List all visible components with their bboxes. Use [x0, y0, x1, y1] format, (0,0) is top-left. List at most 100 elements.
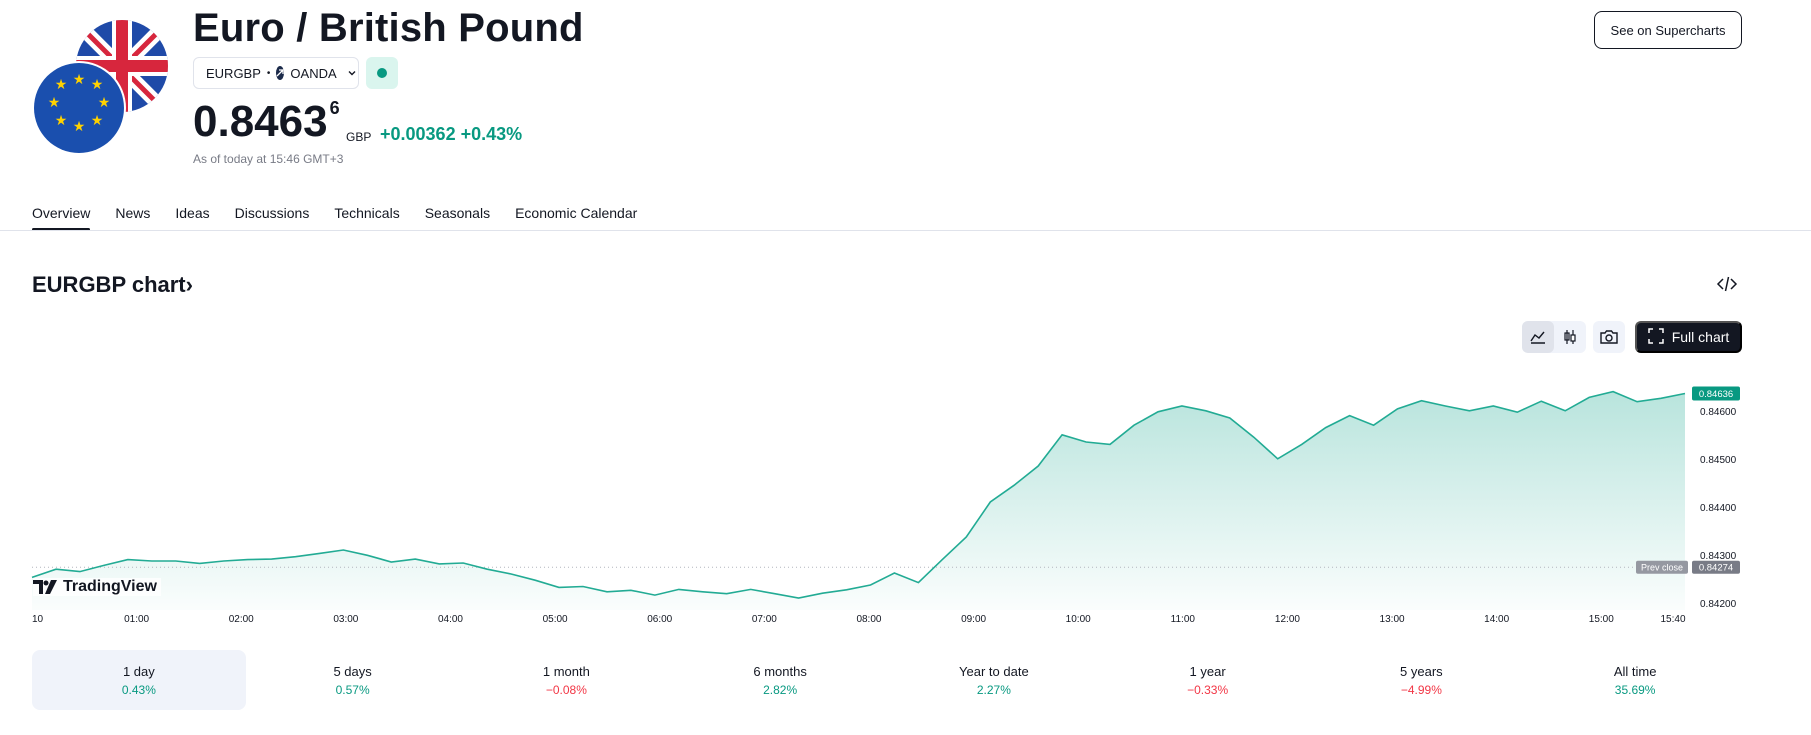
period-change: 0.43%: [121, 682, 156, 697]
price-change: +0.00362 +0.43%: [380, 124, 523, 144]
period-label: 5 years: [1400, 663, 1443, 679]
x-axis-tick-label: 02:00: [229, 614, 254, 625]
x-axis-tick-label: 09:00: [961, 614, 986, 625]
full-chart-button[interactable]: Full chart: [1635, 321, 1742, 353]
period-change: 2.82%: [763, 682, 798, 697]
tradingview-logo: TradingView: [33, 578, 161, 596]
svg-text:★: ★: [91, 77, 104, 93]
svg-text:★: ★: [48, 95, 61, 111]
x-axis-tick-label: 12:00: [1275, 614, 1300, 625]
period-year-to-date[interactable]: Year to date 2.27%: [887, 650, 1101, 710]
period-label: Year to date: [959, 663, 1029, 679]
x-axis-tick-label: 01:00: [124, 614, 149, 625]
x-axis-tick-label: 08:00: [856, 614, 881, 625]
chart-section-title[interactable]: EURGBP chart›: [32, 272, 193, 298]
period-6-months[interactable]: 6 months 2.82%: [673, 650, 887, 710]
svg-text:★: ★: [55, 77, 68, 93]
period-label: 5 days: [333, 663, 372, 679]
price-currency: GBP: [346, 130, 372, 144]
candles-icon[interactable]: [1554, 321, 1586, 353]
y-axis-tick-label: 0.84600: [1700, 407, 1737, 418]
full-chart-label: Full chart: [1671, 329, 1730, 345]
period-label: 6 months: [753, 663, 807, 679]
x-axis-tick-label: 10: [32, 614, 44, 625]
tabs-divider: [0, 230, 1811, 231]
period-label: 1 year: [1189, 663, 1226, 679]
x-axis-tick-label: 03:00: [333, 614, 358, 625]
chevron-down-icon: [347, 66, 357, 81]
svg-text:★: ★: [98, 95, 111, 111]
code-embed-icon[interactable]: [1715, 272, 1739, 296]
y-axis-tick-label: 0.84500: [1700, 455, 1737, 466]
x-axis-tick-label: 15:40: [1660, 614, 1685, 625]
tab-technicals[interactable]: Technicals: [334, 205, 400, 221]
price-chart[interactable]: 0.84600 0.84500 0.84400 0.84300 0.84200 10 01:…: [0, 360, 1811, 630]
price-main: 0.8463: [193, 97, 328, 146]
y-axis-tick-label: 0.84400: [1700, 503, 1737, 514]
period-change: −0.08%: [545, 682, 587, 697]
period-change: 35.69%: [1614, 682, 1656, 697]
x-axis-tick-label: 13:00: [1380, 614, 1405, 625]
period-change: −4.99%: [1400, 682, 1442, 697]
last-price-label: 0.84636: [1699, 389, 1733, 400]
price-area-fill: [32, 391, 1685, 610]
tradingview-logo-text: TradingView: [63, 578, 157, 595]
market-status-button[interactable]: [366, 57, 398, 89]
period-1-year[interactable]: 1 year −0.33%: [1101, 650, 1315, 710]
period-change: 0.57%: [335, 682, 370, 697]
period-label: 1 day: [122, 663, 155, 679]
x-axis-tick-label: 07:00: [752, 614, 777, 625]
svg-text:★: ★: [55, 113, 68, 129]
prev-close-label: Prev close: [1641, 562, 1683, 572]
camera-icon[interactable]: [1593, 321, 1625, 353]
exchange-label: OANDA: [290, 65, 337, 81]
line-chart-icon[interactable]: [1522, 321, 1554, 353]
period-5-years[interactable]: 5 years −4.99%: [1315, 650, 1529, 710]
prev-close-tag: [1636, 560, 1688, 574]
fullscreen-icon: [1647, 327, 1664, 347]
last-price: 0.8463 6: [193, 97, 340, 146]
market-open-dot-icon: [377, 68, 387, 78]
price-fraction: 6: [329, 98, 340, 118]
period-1-day[interactable]: 1 day 0.43%: [32, 650, 246, 710]
period-5-days[interactable]: 5 days 0.57%: [246, 650, 460, 710]
tab-ideas[interactable]: Ideas: [175, 205, 210, 221]
period-label: 1 month: [542, 663, 590, 679]
x-axis-tick-label: 14:00: [1484, 614, 1509, 625]
svg-text:★: ★: [73, 72, 86, 88]
period-1-month[interactable]: 1 month −0.08%: [460, 650, 674, 710]
symbol-label: EURGBP: [206, 65, 261, 81]
x-axis-tick-label: 15:00: [1589, 614, 1614, 625]
x-axis-tick-label: 05:00: [543, 614, 568, 625]
chart-type-toggle: [1522, 321, 1586, 353]
tab-seasonals[interactable]: Seasonals: [424, 205, 491, 221]
period-all-time[interactable]: All time 35.69%: [1528, 650, 1742, 710]
chevron-right-icon: ›: [185, 272, 193, 297]
period-change: 2.27%: [976, 682, 1011, 697]
tab-economic-calendar[interactable]: Economic Calendar: [515, 205, 638, 221]
prev-close-value-marker: [1692, 560, 1740, 574]
x-axis-tick-label: 06:00: [647, 614, 672, 625]
last-price-marker: [1692, 386, 1740, 401]
chart-title-text: EURGBP chart: [32, 272, 186, 297]
prev-close-value-label: 0.84274: [1699, 562, 1733, 573]
svg-text:★: ★: [91, 113, 104, 129]
tab-discussions[interactable]: Discussions: [234, 205, 310, 221]
oanda-exchange-icon: [276, 66, 285, 80]
separator-dot: •: [266, 67, 271, 79]
y-axis-tick-label: 0.84300: [1700, 551, 1737, 562]
x-axis-tick-label: 04:00: [438, 614, 463, 625]
symbol-tabs: Overview News Ideas Discussions Technica…: [32, 199, 662, 231]
page-title: Euro / British Pound: [193, 6, 584, 50]
period-change: −0.33%: [1187, 682, 1229, 697]
symbol-logo-flags-icon: ★ ★ ★ ★ ★ ★ ★ ★: [32, 18, 172, 158]
tradingview-logo-icon: [33, 580, 57, 594]
price-line: [31, 390, 1686, 599]
see-on-supercharts-button[interactable]: See on Supercharts: [1594, 11, 1742, 49]
svg-text:★: ★: [73, 119, 86, 135]
y-axis-tick-label: 0.84200: [1700, 599, 1737, 610]
tab-news[interactable]: News: [115, 205, 151, 221]
price-timestamp: As of today at 15:46 GMT+3: [193, 152, 344, 166]
symbol-exchange-selector[interactable]: EURGBP • OANDA: [193, 57, 359, 89]
tab-overview[interactable]: Overview: [32, 199, 91, 231]
